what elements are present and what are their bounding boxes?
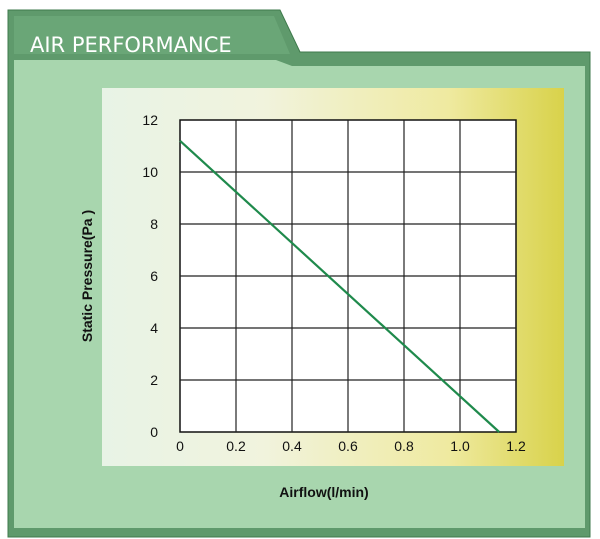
- x-tick-label: 0: [176, 438, 184, 454]
- y-tick-label: 4: [150, 320, 158, 336]
- y-tick-label: 6: [150, 268, 158, 284]
- plot-area: 0 0.2 0.4 0.6 0.8 1.0 1.2 0 2 4 6 8 10 12: [142, 112, 526, 454]
- panel-title: AIR PERFORMANCE: [30, 33, 232, 57]
- series-group: [179, 139, 500, 433]
- y-tick-label: 0: [150, 424, 158, 440]
- y-axis-label: Static Pressure(Pa ): [79, 210, 95, 342]
- y-tick-label: 12: [142, 112, 158, 128]
- grid: [180, 120, 516, 432]
- title-tab: [14, 16, 290, 54]
- x-tick-label: 0.4: [282, 438, 302, 454]
- series-line: [179, 139, 500, 433]
- y-axis-ticks: 0 2 4 6 8 10 12: [142, 112, 158, 440]
- y-tick-label: 8: [150, 216, 158, 232]
- x-tick-label: 1.2: [506, 438, 526, 454]
- y-tick-label: 10: [142, 164, 158, 180]
- x-tick-label: 0.6: [338, 438, 358, 454]
- x-tick-label: 0.8: [394, 438, 414, 454]
- x-axis-ticks: 0 0.2 0.4 0.6 0.8 1.0 1.2: [176, 438, 526, 454]
- x-tick-label: 0.2: [226, 438, 246, 454]
- x-tick-label: 1.0: [450, 438, 470, 454]
- x-axis-label: Airflow(l/min): [279, 484, 368, 500]
- y-tick-label: 2: [150, 372, 158, 388]
